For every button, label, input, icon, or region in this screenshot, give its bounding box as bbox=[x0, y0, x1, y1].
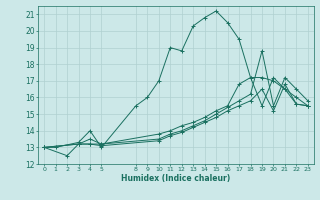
X-axis label: Humidex (Indice chaleur): Humidex (Indice chaleur) bbox=[121, 174, 231, 183]
